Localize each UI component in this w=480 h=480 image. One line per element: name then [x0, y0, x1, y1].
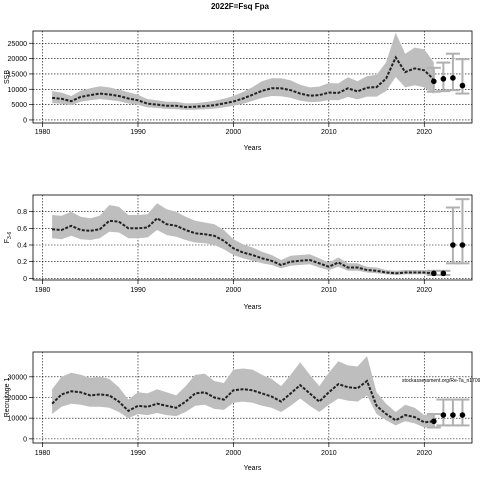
- fishing-mortality-x-tick-label-1: 1990: [130, 287, 146, 294]
- fishing-mortality-forecast-point-3: [459, 242, 466, 248]
- recruitment-forecast-point-3: [459, 412, 466, 418]
- ssb-confidence-band: [52, 32, 434, 110]
- recruitment-x-tick-label-2: 2000: [226, 450, 242, 457]
- ssb-x-tick-label-0: 1980: [35, 129, 51, 136]
- chart-panels: 1980 1990 2000 2010 202005000100001500020000…: [4, 30, 480, 472]
- panel-fishing-mortality: 1980 1990 2000 2010 2020 0 0.2 0.4 0.6 0.8 Years F3…: [4, 194, 473, 311]
- fishing-mortality-x-axis-label: Years: [244, 304, 262, 311]
- fishing-mortality-forecast-errorbar-3: [455, 198, 470, 265]
- ssb-y-tick-label-4: 20000: [8, 56, 28, 63]
- fishing-mortality-y-axis-label-sub: 3-6: [7, 232, 13, 239]
- recruitment-forecast-point-1: [440, 412, 447, 418]
- fishing-mortality-x-tick-label-4: 2020: [416, 287, 432, 294]
- fishing-mortality-y-tick-label-4: 0.8: [17, 209, 27, 216]
- fishing-mortality-x-tick-label-2: 2000: [226, 287, 242, 294]
- ssb-y-tick-label-5: 25000: [8, 41, 28, 48]
- recruitment-x-tick-label-4: 2020: [416, 450, 432, 457]
- ssb-x-tick-label-3: 2010: [321, 129, 337, 136]
- fishing-mortality-estimate-line: [52, 217, 434, 275]
- fishing-mortality-y-tick-label-1: 0.2: [17, 259, 27, 266]
- recruitment-confidence-band: [52, 356, 434, 428]
- ssb-forecast-errorbar-2: [445, 52, 460, 92]
- fishing-mortality-x-tick-label-3: 2010: [321, 287, 337, 294]
- ssb-forecast-point-3: [459, 82, 466, 89]
- recruitment-x-tick-label-3: 2010: [321, 450, 337, 457]
- fishing-mortality-forecast-errorbar-2: [445, 206, 460, 265]
- recruitment-y-tick-label-3: 30000: [8, 374, 28, 381]
- ssb-y-tick-label-0: 0: [23, 117, 27, 124]
- recruitment-forecast-point-2: [450, 412, 456, 418]
- fishing-mortality-forecast-point-2: [450, 242, 456, 248]
- recruitment-annotation: stockassessment.org/Re-Ta_n17092_git:ec2…: [402, 378, 480, 384]
- ssb-forecast-point-2: [450, 75, 456, 81]
- fishing-mortality-confidence-band: [52, 203, 434, 275]
- ssb-y-tick-label-2: 10000: [8, 87, 28, 94]
- panel-recruitment: 1980 1990 2000 2010 2020 0 10000 20000 30000 Year…: [4, 351, 480, 472]
- ssb-y-tick-label-3: 15000: [8, 71, 28, 78]
- ssb-y-tick-label-1: 5000: [11, 102, 27, 109]
- ssb-forecast-point-0: [431, 78, 437, 85]
- fishing-mortality-y-axis-label: F3-6: [4, 232, 13, 244]
- fishing-mortality-y-tick-label-0: 0: [23, 276, 27, 283]
- recruitment-x-tick-label-1: 1990: [130, 450, 146, 457]
- ssb-forecast-point-1: [440, 76, 447, 82]
- fishing-mortality-y-axis-label-main: F: [4, 239, 11, 243]
- recruitment-y-axis-label: Recruitage 1: [4, 378, 11, 418]
- fishing-mortality-plot-frame: [32, 194, 473, 281]
- ssb-x-tick-label-1: 1990: [130, 129, 146, 136]
- recruitment-estimate-line: [51, 379, 434, 424]
- recruitment-y-tick-label-0: 0: [23, 436, 27, 443]
- ssb-x-axis-label: Years: [244, 145, 262, 152]
- fishing-mortality-y-tick-label-3: 0.6: [17, 226, 27, 233]
- fishing-mortality-forecast-point-0: [431, 270, 437, 277]
- recruitment-y-tick-label-2: 20000: [8, 395, 28, 402]
- recruitment-forecast-point-0: [431, 418, 437, 425]
- ssb-forecast-errorbar-3: [455, 58, 470, 95]
- ssb-x-tick-label-2: 2000: [226, 129, 242, 136]
- ssb-plot-frame: [32, 30, 473, 124]
- recruitment-x-tick-label-0: 1980: [35, 450, 51, 457]
- fishing-mortality-forecast-point-1: [440, 270, 447, 277]
- ssb-x-tick-label-4: 2020: [416, 129, 432, 136]
- fishing-mortality-x-tick-label-0: 1980: [35, 287, 51, 294]
- panel-ssb: 1980 1990 2000 2010 2020 0 5000 10000 15000 20000…: [4, 30, 473, 152]
- ssb-y-axis-label: SSB: [4, 70, 11, 84]
- recruitment-y-tick-label-1: 10000: [8, 416, 28, 423]
- fishing-mortality-y-tick-label-2: 0.4: [17, 243, 27, 250]
- ssb-estimate-line: [52, 55, 435, 109]
- recruitment-x-axis-label: Years: [244, 465, 262, 472]
- figure-title: 2022F=Fsq Fpa: [211, 2, 270, 11]
